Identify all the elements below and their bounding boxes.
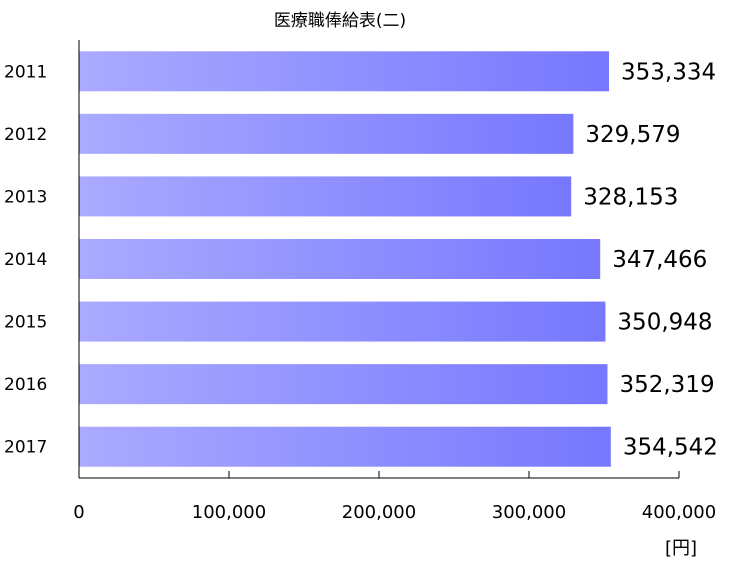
bars-layer — [79, 51, 611, 467]
bar-2012 — [79, 113, 574, 154]
x-tick-label: 200,000 — [342, 502, 416, 523]
bar-2017 — [79, 426, 611, 467]
x-tick-label: 0 — [73, 502, 84, 523]
x-tick-label: 100,000 — [192, 502, 266, 523]
category-label-2011: 2011 — [4, 62, 47, 82]
value-label-2012: 329,579 — [585, 122, 680, 148]
value-label-2016: 352,319 — [619, 372, 714, 398]
category-label-2015: 2015 — [4, 313, 47, 333]
category-label-2017: 2017 — [4, 438, 47, 458]
value-label-2011: 353,334 — [621, 59, 716, 85]
category-label-2013: 2013 — [4, 187, 47, 207]
value-label-2017: 354,542 — [623, 435, 718, 461]
bar-2014 — [79, 239, 601, 279]
value-label-2013: 328,153 — [583, 184, 678, 210]
category-label-2016: 2016 — [4, 375, 47, 395]
bar-2015 — [79, 301, 606, 342]
category-label-2014: 2014 — [4, 250, 47, 270]
bar-2011 — [79, 51, 610, 92]
bar-2016 — [79, 364, 608, 405]
x-tick-label: 400,000 — [642, 502, 716, 523]
category-label-2012: 2012 — [4, 125, 47, 145]
chart-title: 医療職俸給表(二) — [273, 11, 407, 31]
value-label-2015: 350,948 — [617, 310, 712, 336]
axis-layer — [78, 40, 680, 479]
x-tick-label: 300,000 — [492, 502, 566, 523]
x-unit-label: [円] — [665, 538, 697, 559]
bar-2013 — [79, 176, 572, 217]
value-label-2014: 347,466 — [612, 247, 707, 273]
labels-layer: 2011 353,334 2012 329,579 2013 328,153 2014 347… — [4, 59, 718, 559]
